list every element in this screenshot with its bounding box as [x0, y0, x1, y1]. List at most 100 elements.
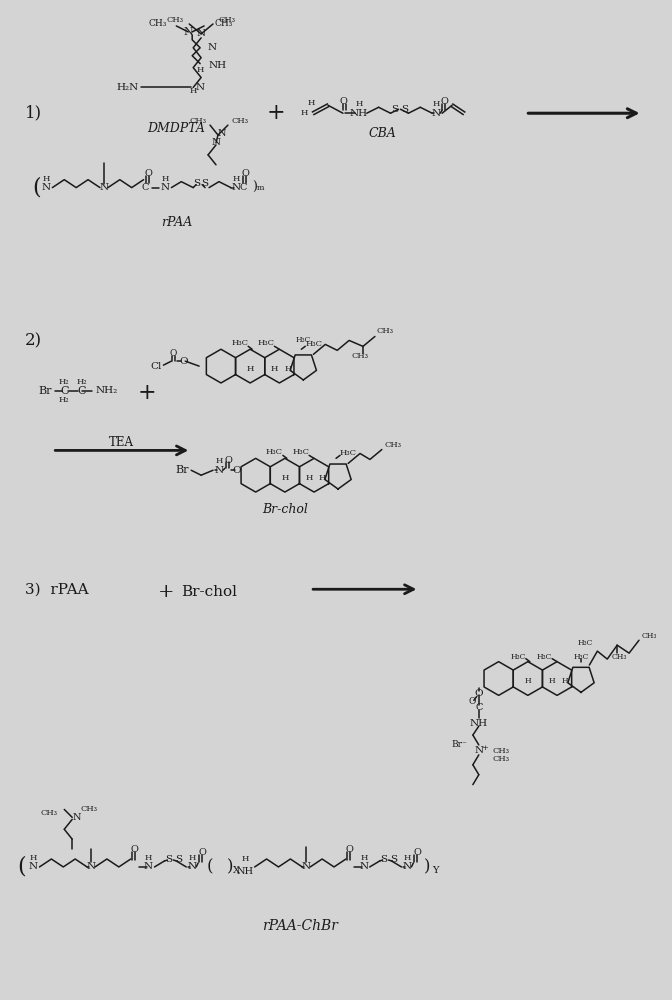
Text: H: H [241, 855, 249, 863]
Text: Br-chol: Br-chol [181, 585, 237, 599]
Text: O: O [225, 456, 233, 465]
Text: +: + [481, 744, 488, 752]
Text: S: S [194, 179, 201, 188]
Text: H₃C: H₃C [296, 336, 311, 344]
Text: CH₃: CH₃ [493, 755, 509, 763]
Text: CH₃: CH₃ [219, 16, 236, 24]
Text: (: ( [207, 858, 213, 875]
Text: H: H [301, 109, 308, 117]
Text: H: H [281, 474, 288, 482]
Text: )ₘ: )ₘ [252, 181, 265, 194]
Text: S: S [175, 855, 182, 864]
Text: NH: NH [208, 61, 226, 70]
Text: CH₃: CH₃ [351, 352, 368, 360]
Text: H: H [43, 175, 50, 183]
Text: H: H [189, 854, 196, 862]
Text: O: O [413, 848, 421, 857]
Text: CH₃: CH₃ [148, 19, 167, 28]
Text: CH₃: CH₃ [214, 19, 233, 28]
Text: H: H [284, 365, 292, 373]
Text: NH: NH [349, 109, 368, 118]
Text: H: H [562, 677, 569, 685]
Text: H: H [271, 365, 278, 373]
Text: CH₃: CH₃ [377, 327, 394, 335]
Text: Cl: Cl [150, 362, 161, 371]
Text: rPAA: rPAA [161, 216, 192, 229]
Text: +: + [158, 583, 175, 601]
Text: H₂N: H₂N [116, 83, 138, 92]
Text: (: ( [32, 177, 41, 199]
Text: H: H [247, 365, 254, 373]
Text: H₃C: H₃C [537, 653, 552, 661]
Text: O: O [346, 845, 354, 854]
Text: CH₃: CH₃ [80, 805, 97, 813]
Text: H: H [355, 100, 362, 108]
Text: N: N [99, 183, 108, 192]
Text: N: N [218, 129, 226, 138]
Text: N: N [183, 27, 193, 37]
Text: CH₃: CH₃ [232, 117, 249, 125]
Text: CH₃: CH₃ [166, 16, 183, 24]
Text: N: N [431, 109, 441, 118]
Text: 1): 1) [25, 105, 42, 122]
Text: N: N [187, 862, 197, 871]
Text: H₃C: H₃C [573, 653, 589, 661]
Text: H₂: H₂ [77, 378, 87, 386]
Text: S: S [391, 105, 398, 114]
Text: H₃C: H₃C [511, 653, 526, 661]
Text: H: H [190, 87, 197, 95]
Text: H₃C: H₃C [578, 639, 593, 647]
Text: O: O [198, 848, 206, 857]
Text: N: N [197, 29, 206, 38]
Text: H₃C: H₃C [231, 339, 248, 347]
Text: H₂: H₂ [59, 396, 70, 404]
Text: O: O [468, 697, 476, 706]
Text: ): ) [226, 858, 233, 875]
Text: C: C [142, 183, 149, 192]
Text: (: ( [17, 856, 26, 878]
Text: rPAA-ChBr: rPAA-ChBr [262, 919, 338, 933]
Text: X: X [233, 866, 241, 875]
Text: Br-chol: Br-chol [263, 503, 308, 516]
Text: CH₃: CH₃ [612, 653, 627, 661]
Text: H₃C: H₃C [340, 449, 357, 457]
Text: N: N [29, 862, 38, 871]
Text: N: N [195, 83, 204, 92]
Text: H₃C: H₃C [266, 448, 283, 456]
Text: O: O [242, 169, 250, 178]
Text: Br: Br [175, 465, 190, 475]
Text: H: H [433, 100, 440, 108]
Text: +: + [266, 102, 285, 124]
Text: C: C [239, 183, 247, 192]
Text: H₃C: H₃C [305, 340, 323, 348]
Text: N: N [87, 862, 95, 871]
Text: H: H [319, 474, 327, 482]
Text: H: H [306, 474, 312, 482]
Text: NH₂: NH₂ [96, 386, 118, 395]
Text: +: + [137, 382, 156, 404]
Text: O: O [179, 357, 187, 366]
Text: N: N [212, 138, 220, 147]
Text: H₃C: H₃C [257, 339, 274, 347]
Text: N: N [360, 862, 368, 871]
Text: 2): 2) [25, 333, 42, 350]
Text: O: O [339, 97, 347, 106]
Text: 3)  rPAA: 3) rPAA [25, 582, 88, 596]
Text: NH: NH [236, 867, 253, 876]
Text: N: N [214, 466, 224, 475]
Text: H₃C: H₃C [292, 448, 309, 456]
Text: S: S [401, 105, 408, 114]
Text: N: N [161, 183, 170, 192]
Text: CH₃: CH₃ [189, 117, 206, 125]
Text: C: C [475, 703, 482, 712]
Text: H: H [215, 457, 222, 465]
Text: O: O [169, 349, 177, 358]
Text: DMDPTA: DMDPTA [147, 122, 205, 135]
Text: CH₃: CH₃ [385, 441, 402, 449]
Text: H: H [525, 677, 531, 685]
Text: H: H [549, 677, 555, 685]
Text: CH₃: CH₃ [493, 747, 509, 755]
Text: Y: Y [432, 866, 438, 875]
Text: H₂: H₂ [59, 378, 70, 386]
Text: H: H [145, 854, 153, 862]
